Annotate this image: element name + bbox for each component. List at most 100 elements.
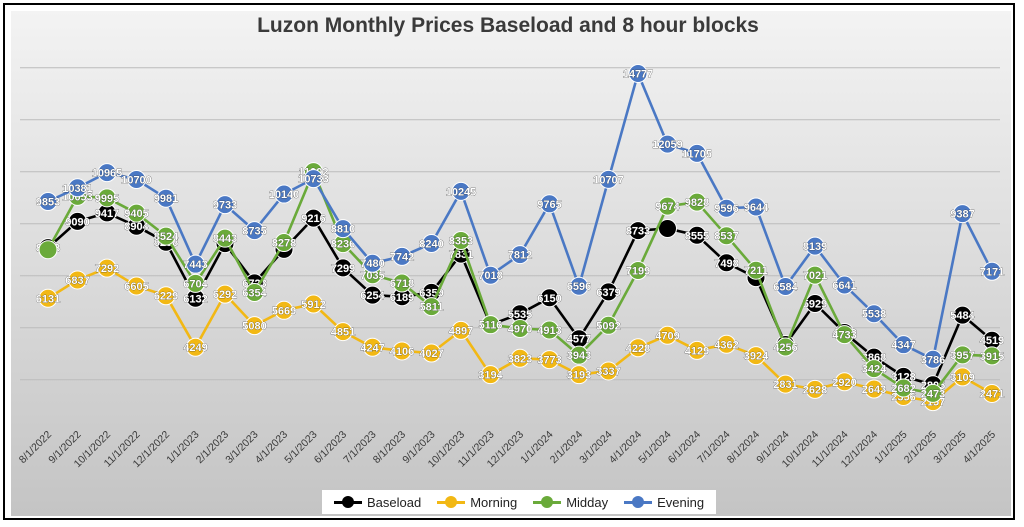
- data-label-evening: 10140: [269, 189, 300, 201]
- chart-frame: [3, 3, 1015, 520]
- data-label-midday: 8236: [331, 239, 355, 251]
- data-point-baseload: [687, 225, 707, 245]
- data-label-morning: 2643: [862, 384, 886, 396]
- data-label-midday: 3915: [980, 351, 1004, 363]
- data-label-morning: 6605: [124, 281, 148, 293]
- data-point-evening: [658, 134, 677, 154]
- data-label-evening: 10245: [446, 186, 477, 198]
- data-label-morning: 5912: [301, 299, 325, 311]
- data-label-evening: 7171: [980, 266, 1004, 278]
- data-label-evening: 11705: [682, 148, 712, 160]
- data-label-baseload: 8733: [626, 226, 650, 238]
- data-point-baseload: [953, 305, 972, 325]
- data-point-evening: [894, 335, 913, 355]
- data-point-midday: [540, 320, 559, 340]
- data-label-morning: 2831: [773, 379, 797, 391]
- data-label-baseload: 5929: [803, 299, 827, 311]
- data-point-morning: [510, 348, 530, 368]
- data-label-midday: 3424: [862, 364, 887, 376]
- data-point-midday: [392, 273, 412, 293]
- data-point-morning: [982, 383, 1002, 403]
- data-point-evening: [333, 219, 353, 239]
- data-point-midday: [835, 325, 854, 345]
- data-label-evening: 6596: [567, 281, 591, 293]
- data-label-midday: 7035: [360, 270, 384, 282]
- data-label-morning: 4247: [360, 342, 384, 354]
- data-point-morning: [835, 372, 854, 392]
- data-point-morning: [569, 365, 589, 385]
- data-point-midday: [569, 345, 589, 365]
- data-label-morning: 6131: [36, 293, 60, 305]
- data-point-evening: [215, 195, 235, 215]
- data-point-midday: [245, 282, 264, 302]
- data-label-baseload: 4519: [980, 335, 1004, 347]
- data-label-baseload: 5484: [950, 310, 975, 322]
- data-point-midday: [599, 315, 618, 335]
- data-label-morning: 5669: [272, 305, 296, 317]
- data-point-morning: [274, 300, 294, 320]
- data-point-morning: [304, 294, 323, 314]
- chart-legend: Baseload Morning Midday Evening: [322, 490, 717, 514]
- data-label-evening: 10700: [121, 175, 152, 187]
- data-label-evening: 9387: [950, 209, 974, 221]
- legend-item-midday: Midday: [533, 495, 608, 510]
- data-label-baseload: 6189: [390, 292, 414, 304]
- data-point-morning: [422, 343, 441, 363]
- data-label-midday: 8524: [154, 231, 179, 243]
- data-point-evening: [186, 254, 205, 274]
- data-point-morning: [215, 284, 235, 304]
- data-point-morning: [127, 276, 146, 296]
- data-label-morning: 3194: [478, 370, 503, 382]
- data-point-evening: [864, 304, 884, 324]
- data-label-midday: 5116: [479, 320, 503, 332]
- data-label-morning: 3193: [567, 370, 591, 382]
- data-point-evening: [953, 204, 972, 224]
- data-label-evening: 10965: [92, 168, 123, 180]
- data-point-midday: [923, 383, 943, 403]
- data-point-morning: [68, 270, 87, 290]
- x-tick-label: 4/1/2025: [961, 429, 998, 466]
- data-label-midday: 9828: [685, 197, 709, 209]
- data-label-evening: 6584: [773, 282, 798, 294]
- data-point-morning: [38, 288, 58, 308]
- data-label-midday: 4913: [537, 325, 561, 337]
- data-point-evening: [392, 246, 412, 266]
- data-point-baseload: [717, 253, 736, 273]
- data-point-midday: [186, 273, 205, 293]
- data-point-morning: [333, 322, 353, 342]
- data-point-baseload: [628, 221, 648, 241]
- data-label-midday: 9674: [655, 201, 680, 213]
- data-point-morning: [717, 334, 736, 354]
- data-point-morning: [245, 316, 264, 336]
- data-point-evening: [923, 349, 943, 369]
- data-label-evening: 9981: [154, 193, 178, 205]
- data-label-morning: 2920: [832, 377, 856, 389]
- data-label-baseload: 6150: [537, 293, 561, 305]
- data-point-evening: [569, 276, 589, 296]
- data-point-evening: [363, 253, 382, 273]
- data-point-midday: [982, 346, 1002, 366]
- data-label-midday: 4970: [508, 323, 532, 335]
- data-label-midday: 5811: [420, 302, 444, 314]
- data-label-midday: 8537: [714, 231, 738, 243]
- data-label-evening: 10381: [62, 183, 93, 195]
- data-label-evening: 14777: [623, 68, 654, 80]
- data-label-baseload: 7498: [714, 258, 738, 270]
- data-point-midday: [481, 315, 500, 335]
- data-point-baseload: [805, 294, 825, 314]
- data-label-midday: 5092: [596, 320, 620, 332]
- data-point-midday: [510, 318, 530, 338]
- data-label-morning: 4249: [183, 342, 207, 354]
- data-point-baseload: [363, 285, 382, 305]
- data-label-morning: 5080: [242, 321, 266, 333]
- data-point-morning: [156, 286, 176, 306]
- data-label-morning: 4027: [419, 348, 443, 360]
- data-point-evening: [245, 221, 264, 241]
- data-point-morning: [687, 340, 707, 360]
- data-point-midday: [805, 265, 825, 285]
- data-label-midday: 6718: [390, 278, 414, 290]
- data-point-baseload: [304, 208, 323, 228]
- data-label-morning: 2628: [803, 384, 827, 396]
- data-point-morning: [363, 337, 382, 357]
- data-label-morning: 7292: [95, 263, 119, 275]
